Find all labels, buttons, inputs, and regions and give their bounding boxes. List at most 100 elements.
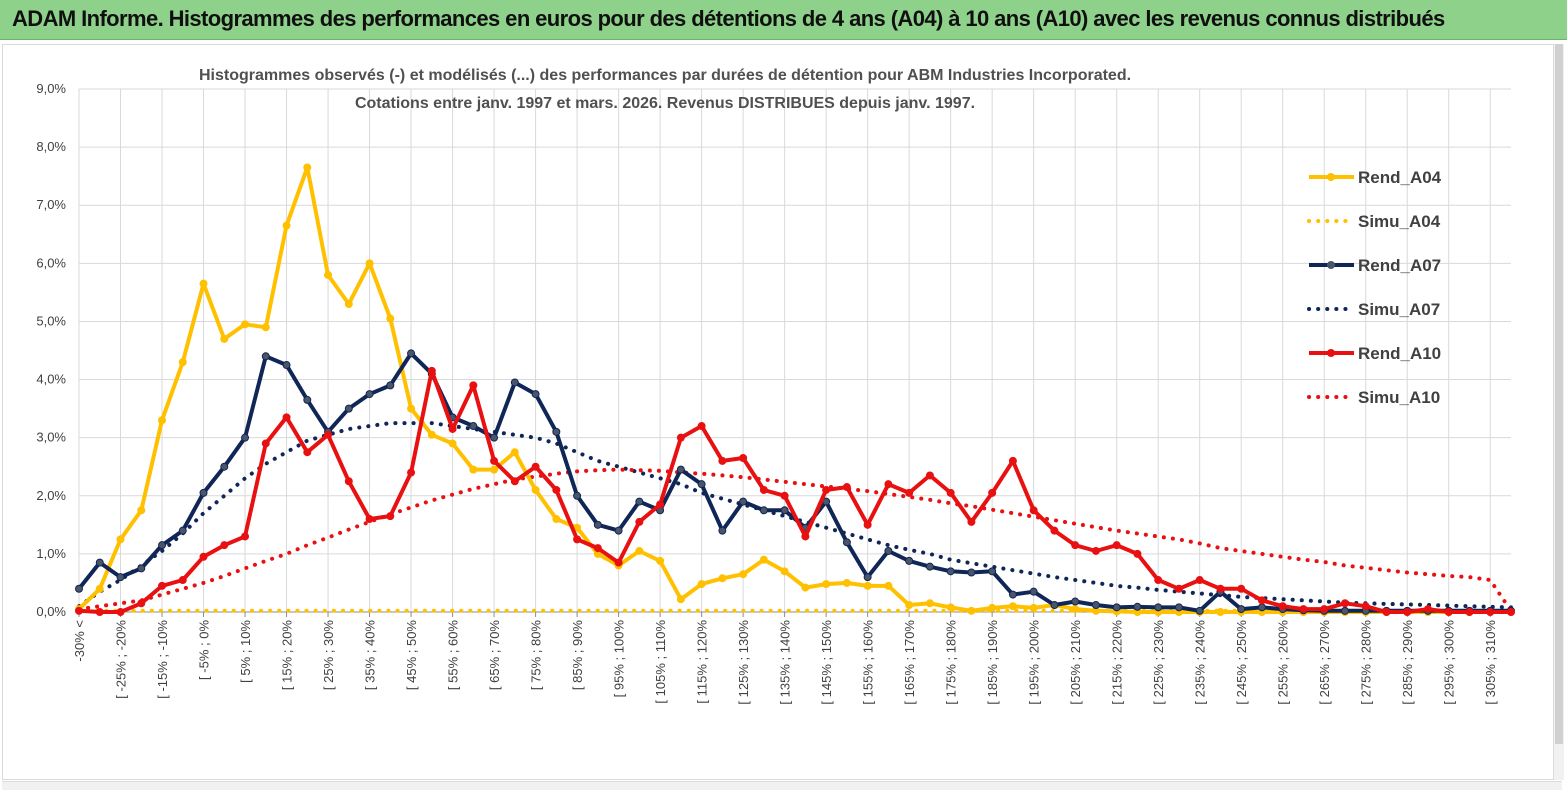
data-point-Rend_A07 [178,526,187,535]
x-tick-label: [ 175% ; 180% [944,620,959,705]
data-point-Rend_A10 [1154,576,1163,585]
data-point-Rend_A07 [635,497,644,506]
data-point-Rend_A07 [469,422,478,431]
data-point-Rend_A04 [448,439,457,448]
data-point-Rend_A07 [365,390,374,399]
data-point-Rend_A04 [884,581,893,590]
x-tick-label: [ 85% ; 90% [570,620,585,691]
horizontal-scrollbar[interactable] [2,781,1562,790]
data-point-Rend_A10 [905,488,914,497]
data-point-Rend_A07 [137,564,146,573]
legend-item-Simu_A04[interactable]: Simu_A04 [1307,212,1441,231]
data-point-Rend_A10 [1216,584,1225,593]
data-point-Rend_A07 [158,541,167,550]
x-tick-label: [ 145% ; 150% [819,620,834,705]
data-point-Rend_A10 [656,500,665,509]
data-point-Rend_A07 [780,506,789,515]
data-point-Rend_A10 [241,532,250,541]
data-point-Rend_A10 [614,558,623,567]
series-Rend_A10 [75,366,1515,616]
data-point-Rend_A10 [1486,608,1495,616]
x-tick-label: [ 125% ; 130% [736,620,751,705]
data-point-Rend_A07 [884,546,893,555]
data-point-Rend_A07 [1340,606,1349,615]
data-point-Rend_A04 [780,567,789,576]
data-point-Rend_A07 [697,480,706,489]
data-point-Rend_A04 [365,259,374,268]
data-point-Rend_A04 [552,515,561,524]
data-point-Rend_A10 [676,433,685,442]
data-point-Rend_A10 [1237,584,1246,593]
data-point-Rend_A04 [427,430,436,439]
data-point-Rend_A04 [1008,602,1017,611]
data-point-Rend_A04 [925,599,934,608]
data-point-Rend_A10 [1174,584,1183,593]
data-point-Rend_A04 [697,580,706,589]
data-point-Rend_A07 [925,562,934,571]
data-point-Rend_A10 [220,541,229,550]
data-point-Rend_A04 [863,581,872,590]
x-tick-label: [ 155% ; 160% [861,620,876,705]
data-point-Rend_A10 [1112,541,1121,550]
data-point-Rend_A07 [1050,601,1059,610]
chart-title-line1: Histogrammes observés (-) et modélisés (… [199,67,1131,84]
legend-item-Rend_A10[interactable]: Rend_A10 [1309,344,1441,363]
legend[interactable]: Rend_A04 Simu_A04 Rend_A07 Simu_A07 Rend_A10… [1307,168,1442,407]
data-point-Rend_A07 [614,526,623,535]
data-point-Rend_A07 [676,465,685,474]
vertical-scrollbar[interactable] [1553,44,1564,780]
data-point-Rend_A07 [531,390,540,399]
data-point-Rend_A04 [739,570,748,579]
data-point-Rend_A07 [1071,597,1080,606]
legend-item-Rend_A07[interactable]: Rend_A07 [1309,256,1441,275]
data-point-Rend_A04 [386,314,395,323]
x-tick-label: [ 25% ; 30% [321,620,336,691]
series-line-Simu_A10 [77,467,1513,613]
series-Rend_A04 [75,163,1515,616]
data-point-Rend_A07 [407,349,416,358]
legend-marker-Rend_A07 [1327,261,1335,269]
data-point-Rend_A07 [739,497,748,506]
grid-lines [78,88,1511,613]
data-point-Rend_A10 [386,512,395,521]
vertical-scroll-thumb[interactable] [1555,44,1563,744]
legend-label-Simu_A04: Simu_A04 [1358,212,1441,231]
data-point-Rend_A10 [635,517,644,526]
data-point-Rend_A07 [220,462,229,471]
data-point-Rend_A10 [1050,526,1059,535]
x-tick-label: [ 285% ; 290% [1400,620,1415,705]
x-tick-label: [ 245% ; 250% [1234,620,1249,705]
data-point-Rend_A10 [884,480,893,489]
x-tick-label: [ 295% ; 300% [1442,620,1457,705]
x-tick-label: [ 95% ; 100% [612,620,627,698]
data-point-Rend_A04 [303,163,312,172]
x-tick-label: [ -15% ; -10% [155,620,170,699]
data-point-Rend_A10 [303,448,312,457]
legend-item-Rend_A04[interactable]: Rend_A04 [1309,168,1442,187]
data-point-Rend_A10 [448,424,457,433]
data-point-Rend_A10 [593,544,602,553]
data-point-Rend_A07 [1174,603,1183,612]
data-point-Rend_A04 [967,606,976,615]
data-point-Rend_A04 [220,334,229,343]
x-tick-label: [ 205% ; 210% [1068,620,1083,705]
series-line-Rend_A10 [78,368,1511,614]
data-point-Rend_A10 [801,532,810,541]
data-point-Rend_A04 [676,595,685,604]
data-point-Rend_A10 [1008,456,1017,465]
x-tick-label: [ 225% ; 230% [1151,620,1166,705]
legend-item-Simu_A07[interactable]: Simu_A07 [1307,300,1440,319]
legend-item-Simu_A10[interactable]: Simu_A10 [1307,388,1440,407]
x-tick-label: [ 255% ; 260% [1276,620,1291,705]
data-point-Rend_A07 [386,381,395,390]
data-point-Rend_A10 [75,606,83,615]
data-point-Rend_A07 [552,427,561,436]
data-point-Rend_A10 [1361,602,1370,611]
data-point-Rend_A04 [469,465,478,474]
data-point-Rend_A07 [718,526,727,535]
data-point-Rend_A04 [946,603,955,612]
data-point-Rend_A07 [1237,605,1246,614]
data-point-Rend_A10 [137,599,146,608]
data-point-Rend_A10 [282,413,291,422]
data-point-Rend_A10 [1382,608,1391,616]
